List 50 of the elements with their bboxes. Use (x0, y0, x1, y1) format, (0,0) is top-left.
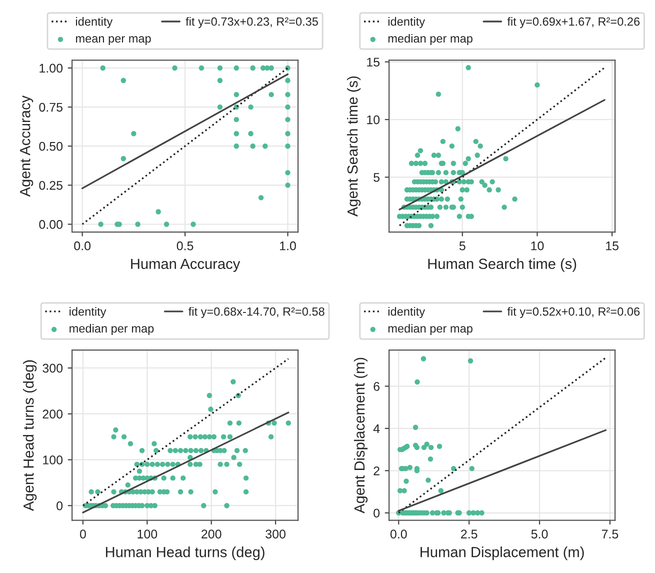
legend-label: median per map (388, 34, 472, 45)
legend-label: median per map (70, 324, 154, 335)
legend-label: fit y=0.69x+1.67, R²=0.26 (507, 17, 640, 28)
y-tick-label: 6 (374, 382, 380, 391)
y-tick-label: 0.50 (39, 142, 63, 151)
y-tick-label: 100 (43, 456, 63, 464)
x-tick-label: 2.5 (461, 530, 478, 538)
y-axis-title: Agent Search time (s) (346, 76, 361, 217)
y-tick-label: 0.75 (39, 102, 62, 112)
x-tick-label: 300 (266, 530, 286, 538)
y-axis-title: Agent Head turns (deg) (23, 360, 37, 511)
y-tick-label: 4 (373, 424, 380, 433)
x-tick-label: 5.0 (531, 530, 548, 538)
x-tick-label: 0.0 (390, 530, 407, 538)
y-tick-label: 5 (374, 173, 380, 182)
x-tick-label: 10 (531, 241, 544, 250)
y-tick-label: 0 (56, 501, 63, 510)
y-tick-label: 200 (42, 410, 63, 419)
y-tick-label: 15 (367, 58, 380, 67)
legend-label: identity (70, 307, 106, 318)
legend-label: identity (76, 17, 113, 28)
y-tick-label: 0 (374, 508, 380, 518)
y-axis-title: Agent Displacement (m) (354, 358, 368, 514)
y-tick-label: 10 (367, 115, 380, 124)
legend-label: fit y=0.52x+0.10, R²=0.06 (507, 307, 640, 318)
x-axis-title: Human Search time (s) (428, 258, 576, 272)
legend-label: identity (388, 307, 426, 318)
legend-label: identity (388, 17, 426, 28)
y-tick-label: 1.00 (40, 64, 63, 73)
x-tick-label: 0.0 (74, 241, 91, 250)
x-tick-label: 15 (606, 242, 618, 250)
legend-label: median per map (388, 324, 472, 335)
y-tick-label: 2 (374, 466, 380, 476)
legend-label: fit y=0.68x-14.70, R²=0.58 (188, 307, 324, 318)
legend-label: mean per map (76, 36, 151, 45)
y-axis-title: Agent Accuracy (20, 95, 34, 197)
x-axis-title: Human Accuracy (131, 258, 240, 272)
x-tick-label: 100 (138, 530, 158, 538)
x-tick-label: 7.5 (602, 530, 618, 538)
y-tick-label: 0.25 (39, 180, 62, 190)
x-tick-label: 0.5 (176, 241, 194, 250)
x-tick-label: 5 (459, 242, 466, 250)
x-tick-label: 1.0 (280, 241, 296, 250)
y-tick-label: 0.00 (39, 220, 63, 229)
x-tick-label: 200 (202, 530, 222, 538)
y-tick-label: 300 (42, 364, 63, 373)
legend-label: fit y=0.73x+0.23, R²=0.35 (186, 17, 318, 28)
x-axis-title: Human Displacement (m) (420, 546, 584, 560)
x-axis-title: Human Head turns (deg) (106, 546, 264, 560)
x-tick-label: 0 (80, 530, 86, 538)
